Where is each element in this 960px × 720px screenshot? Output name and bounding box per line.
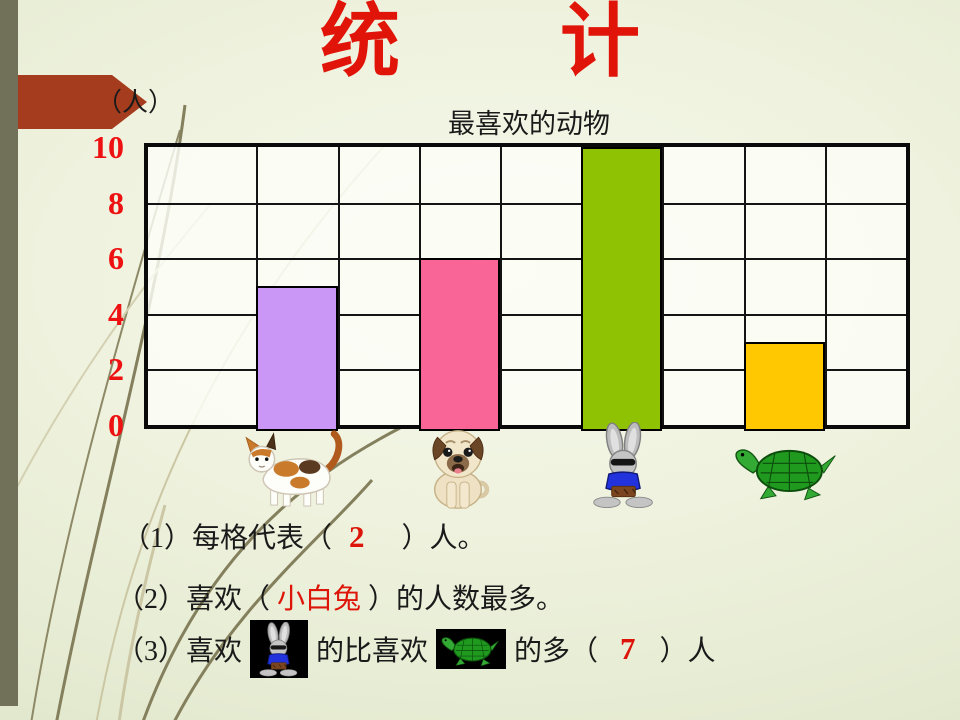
gridline-vertical	[743, 147, 746, 425]
question-3-text-2: 的比喜欢	[316, 636, 429, 667]
y-tick: 6	[108, 240, 124, 277]
dog-image	[417, 428, 499, 510]
question-2: （2）喜欢（ 小白兔 ）的人数最多。	[116, 577, 564, 617]
chart-title: 最喜欢的动物	[448, 109, 610, 139]
question-3-text-1: （3）喜欢	[116, 636, 243, 667]
question-2-answer: 小白兔	[277, 584, 362, 615]
y-axis: 10 8 6 4 2 0	[76, 130, 134, 442]
question-3-text-3: 的多（	[514, 636, 599, 667]
bar-rabbit	[581, 147, 663, 431]
cat-image	[243, 426, 351, 508]
slide-title: 统 计	[320, 0, 640, 87]
gridline-vertical	[824, 147, 827, 425]
turtle-image	[732, 438, 842, 502]
gridline-horizontal	[148, 369, 906, 372]
rabbit-image	[586, 422, 662, 509]
question-1-suffix: ）人。	[401, 523, 486, 554]
gridline-vertical	[337, 147, 340, 425]
plot-area	[144, 143, 910, 431]
gridline-vertical	[662, 147, 665, 425]
gridline-horizontal	[148, 202, 906, 205]
question-1-answer: 2	[349, 519, 365, 554]
question-1-text: （1）每格代表（	[122, 523, 333, 554]
turtle-inline-image	[436, 629, 507, 669]
bar-turtle	[743, 341, 825, 431]
y-axis-unit-label: （人）	[96, 88, 175, 117]
question-3-answer: 7	[620, 631, 636, 666]
y-tick: 4	[108, 295, 124, 332]
question-2-text: （2）喜欢（	[116, 584, 271, 615]
left-edge-bar	[0, 0, 18, 706]
gridline-vertical	[499, 147, 502, 425]
question-1: （1）每格代表（ 2 ）人。	[122, 516, 486, 556]
y-tick: 0	[108, 407, 124, 443]
y-tick: 8	[108, 184, 124, 221]
y-tick: 10	[92, 129, 124, 165]
bar-dog	[418, 258, 500, 431]
rabbit-inline-image	[250, 620, 309, 678]
bar-cat	[256, 286, 338, 431]
question-2-suffix: ）的人数最多。	[368, 584, 565, 615]
question-3-suffix: ）人	[659, 636, 716, 667]
gridline-horizontal	[148, 258, 906, 261]
question-3: （3）喜欢 的比喜欢 的多（ 7 ）人	[116, 620, 716, 678]
y-tick: 2	[108, 351, 124, 388]
gridline-horizontal	[148, 313, 906, 316]
